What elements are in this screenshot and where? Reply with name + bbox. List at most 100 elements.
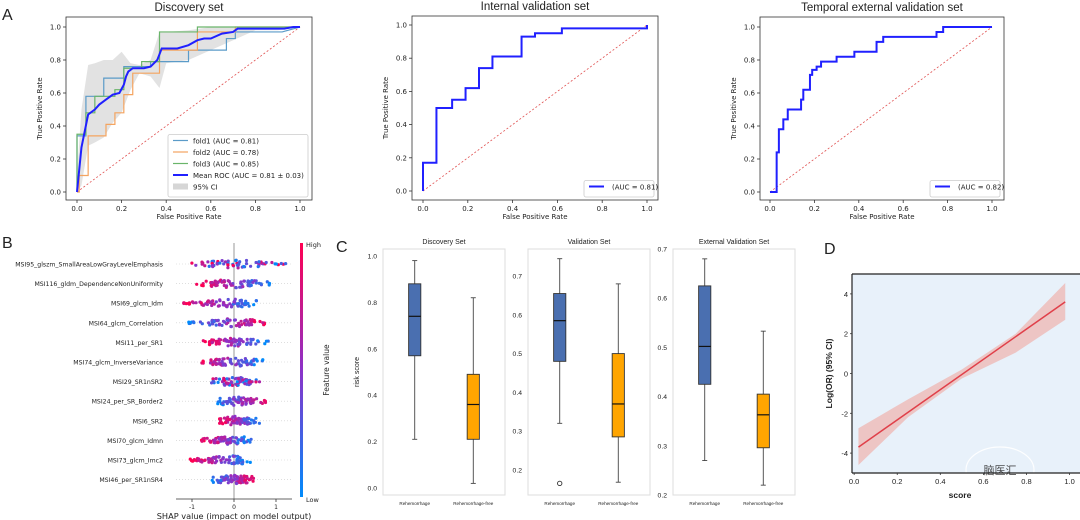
roc-curve-0 [76, 26, 301, 192]
y-tick-label: 0.0 [368, 486, 378, 493]
y-tick-label: 1.0 [50, 24, 61, 32]
shap-point [244, 478, 248, 482]
shap-point [220, 475, 224, 479]
shap-point [202, 436, 207, 441]
shap-point [234, 258, 238, 263]
legend-label: fold2 (AUC = 0.78) [193, 149, 259, 157]
shap-point [230, 380, 234, 384]
logor-chart: 脑医汇 -4 -2 0 2 4 0.0 0.2 0.4 0.6 0.8 1.0 score Log(OR)… [824, 273, 1080, 500]
shap-point [211, 265, 215, 269]
shap-point [227, 437, 231, 442]
shap-point [226, 478, 230, 482]
roc-temporal-chart: Temporal external validation set 0.0 0.2 0.… [730, 2, 1004, 221]
feature-label: MSI11_per_SR1 [115, 340, 163, 347]
shap-point [249, 264, 253, 268]
y-tick-label: 0.0 [396, 188, 407, 196]
shap-point [248, 477, 253, 481]
chart-title: External Validation Set [699, 239, 769, 246]
shap-point [226, 344, 230, 348]
shap-point [207, 321, 211, 325]
shap-point [251, 479, 255, 483]
y-tick-label: 0.8 [744, 57, 755, 65]
shap-point [222, 301, 226, 305]
shap-point [243, 382, 247, 386]
x-tick-label: 0.2 [462, 205, 473, 213]
shap-point [242, 435, 246, 439]
feature-label: MSI70_glcm_Idmn [107, 438, 163, 445]
shap-point [217, 322, 222, 326]
shap-point [207, 264, 211, 268]
shap-point [216, 304, 220, 308]
shap-point [223, 460, 227, 464]
y-tick-label: 0.5 [658, 345, 668, 352]
shap-point [223, 383, 227, 387]
x-axis-label: False Positive Rate [849, 213, 914, 221]
x-tick-label: 0.4 [853, 205, 865, 213]
shap-point [216, 380, 220, 384]
shap-point [247, 323, 251, 327]
shap-point [231, 419, 235, 423]
shap-point [250, 338, 255, 342]
y-axis-label: risk score [354, 357, 361, 387]
y-tick-label: 0.0 [50, 189, 61, 197]
chart-title: Internal validation set [481, 1, 590, 13]
shap-point [214, 358, 218, 362]
shap-point [254, 299, 258, 303]
shap-point [228, 282, 232, 286]
shap-point [236, 359, 240, 363]
shap-point [233, 338, 237, 342]
box-iqr [553, 293, 567, 362]
shap-point [235, 421, 239, 425]
shap-point [222, 280, 226, 284]
roc-discovery-chart: Discovery set 0.0 0.2 0.4 0.6 0.8 1.0 0.0 0.2 0.4… [36, 2, 313, 221]
shap-point [237, 262, 241, 266]
legend-label: fold1 (AUC = 0.81) [193, 138, 259, 146]
x-tick-label: 0.6 [898, 205, 910, 213]
shap-point [192, 321, 196, 325]
shap-point [250, 323, 254, 327]
shap-point [229, 474, 233, 478]
shap-point [270, 260, 274, 265]
x-axis-label: False Positive Rate [502, 213, 567, 221]
chart-title: Validation Set [568, 239, 611, 246]
shap-point [244, 379, 248, 383]
shap-point [184, 302, 188, 306]
shap-point [233, 344, 237, 348]
legend-swatch-ci [173, 183, 188, 190]
shap-point [225, 377, 229, 381]
shap-point [241, 285, 245, 289]
y-tick-label: 1.0 [744, 24, 755, 32]
chart-title: Discovery set [154, 2, 224, 14]
feature-label: MSI46_per_SR1nSR4 [99, 477, 163, 484]
shap-point [212, 455, 216, 459]
shap-point [254, 342, 258, 346]
y-tick-label: -2 [841, 409, 848, 418]
shap-point [222, 416, 227, 420]
shap-point [252, 279, 257, 283]
shap-point [211, 302, 215, 306]
chart-title: Discovery Set [422, 239, 465, 246]
shap-point [242, 474, 246, 478]
shap-point [215, 261, 219, 265]
shap-point [239, 299, 243, 303]
shap-point [232, 454, 236, 458]
shap-point [259, 400, 263, 405]
panel-label-c: C [336, 239, 348, 256]
shap-point [249, 437, 253, 441]
shap-point [214, 323, 218, 327]
shap-point [209, 284, 213, 288]
shap-point [237, 416, 241, 420]
shap-point [236, 398, 240, 402]
shap-point [195, 282, 199, 286]
shap-point [200, 460, 204, 464]
shap-point [229, 476, 233, 480]
y-tick-label: 0.4 [368, 393, 378, 400]
shap-point [238, 422, 242, 426]
watermark-circle [965, 446, 1035, 494]
feature-label: MSI24_per_SR_Border2 [92, 399, 163, 406]
shap-point [217, 357, 221, 362]
shap-point [215, 362, 219, 366]
shap-point [244, 323, 249, 327]
x-tick-label: Rehemorrhage-free [453, 501, 494, 506]
